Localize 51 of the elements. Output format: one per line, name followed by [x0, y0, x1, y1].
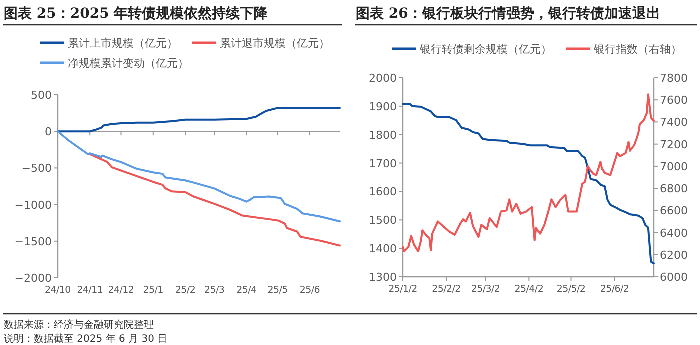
- y2-tick-label: 7000: [660, 160, 688, 174]
- x-tick-label: 25/6/2: [600, 284, 630, 295]
- y2-tick-label: 6200: [660, 248, 688, 262]
- x-tick-label: 25/5/2: [556, 284, 586, 295]
- text: 说明：数据截至 2025 年 6 月 30 日: [4, 333, 168, 345]
- line-series: [57, 130, 341, 223]
- legend-label: 银行转债剩余规模（亿元）: [419, 43, 552, 56]
- line-series: [89, 153, 341, 247]
- y-tick-label: −500: [22, 162, 52, 176]
- y-tick-label: −1000: [14, 198, 52, 212]
- legend-label: 净规模累计变动（亿元）: [68, 57, 189, 70]
- chart-title: 图表 26：银行板块行情强势，银行转债加速退出: [356, 5, 660, 22]
- y2-tick-label: 7800: [660, 72, 688, 85]
- x-tick-label: 24/12: [108, 285, 134, 296]
- y2-tick-label: 6800: [660, 182, 688, 196]
- x-tick-label: 25/2/2: [432, 284, 462, 295]
- source-note: 数据来源：经济与金融研究院整理: [4, 319, 154, 331]
- x-tick-label: 25/3/2: [471, 284, 500, 295]
- line-series: [57, 107, 341, 133]
- y2-tick-label: 7200: [660, 138, 688, 152]
- legend-label: 银行指数（右轴）: [593, 43, 682, 56]
- y-tick-label: −1500: [14, 235, 52, 248]
- legend-label: 累计退市规模（亿元）: [220, 37, 330, 50]
- y2-tick-label: 6000: [660, 271, 688, 284]
- x-tick-label: 25/3: [204, 285, 225, 296]
- x-tick-label: 25/4/2: [514, 284, 544, 295]
- x-tick-label: 25/4: [236, 285, 258, 296]
- y-tick-label: 500: [31, 89, 52, 102]
- x-tick-label: 24/10: [45, 285, 72, 296]
- legend-label: 累计上市规模（亿元）: [68, 37, 178, 50]
- y-tick-label: −2000: [14, 272, 52, 285]
- chart-title: 图表 25：2025 年转债规模依然持续下降: [4, 6, 270, 22]
- x-tick-label: 25/6: [300, 285, 320, 296]
- x-tick-label: 25/1/2: [388, 284, 418, 295]
- y-tick-label: 1900: [369, 100, 397, 114]
- y-tick-label: 1600: [369, 186, 397, 199]
- y-tick-label: 1700: [369, 157, 397, 170]
- x-tick-label: 25/5: [268, 285, 288, 296]
- y-tick-label: 1300: [369, 271, 397, 284]
- y-tick-label: 1400: [369, 242, 397, 256]
- y2-tick-label: 6400: [660, 226, 688, 240]
- x-tick-label: 24/11: [77, 285, 104, 296]
- y2-tick-label: 7400: [660, 116, 688, 130]
- y2-tick-label: 6600: [660, 204, 688, 218]
- y-tick-label: 1500: [369, 214, 397, 228]
- y2-tick-label: 7600: [660, 94, 688, 108]
- y-tick-label: 0: [45, 126, 52, 139]
- x-tick-label: 25/1: [143, 285, 164, 296]
- y-tick-label: 2000: [369, 72, 397, 85]
- y-tick-label: 1800: [369, 128, 397, 142]
- x-tick-label: 25/2: [175, 285, 196, 296]
